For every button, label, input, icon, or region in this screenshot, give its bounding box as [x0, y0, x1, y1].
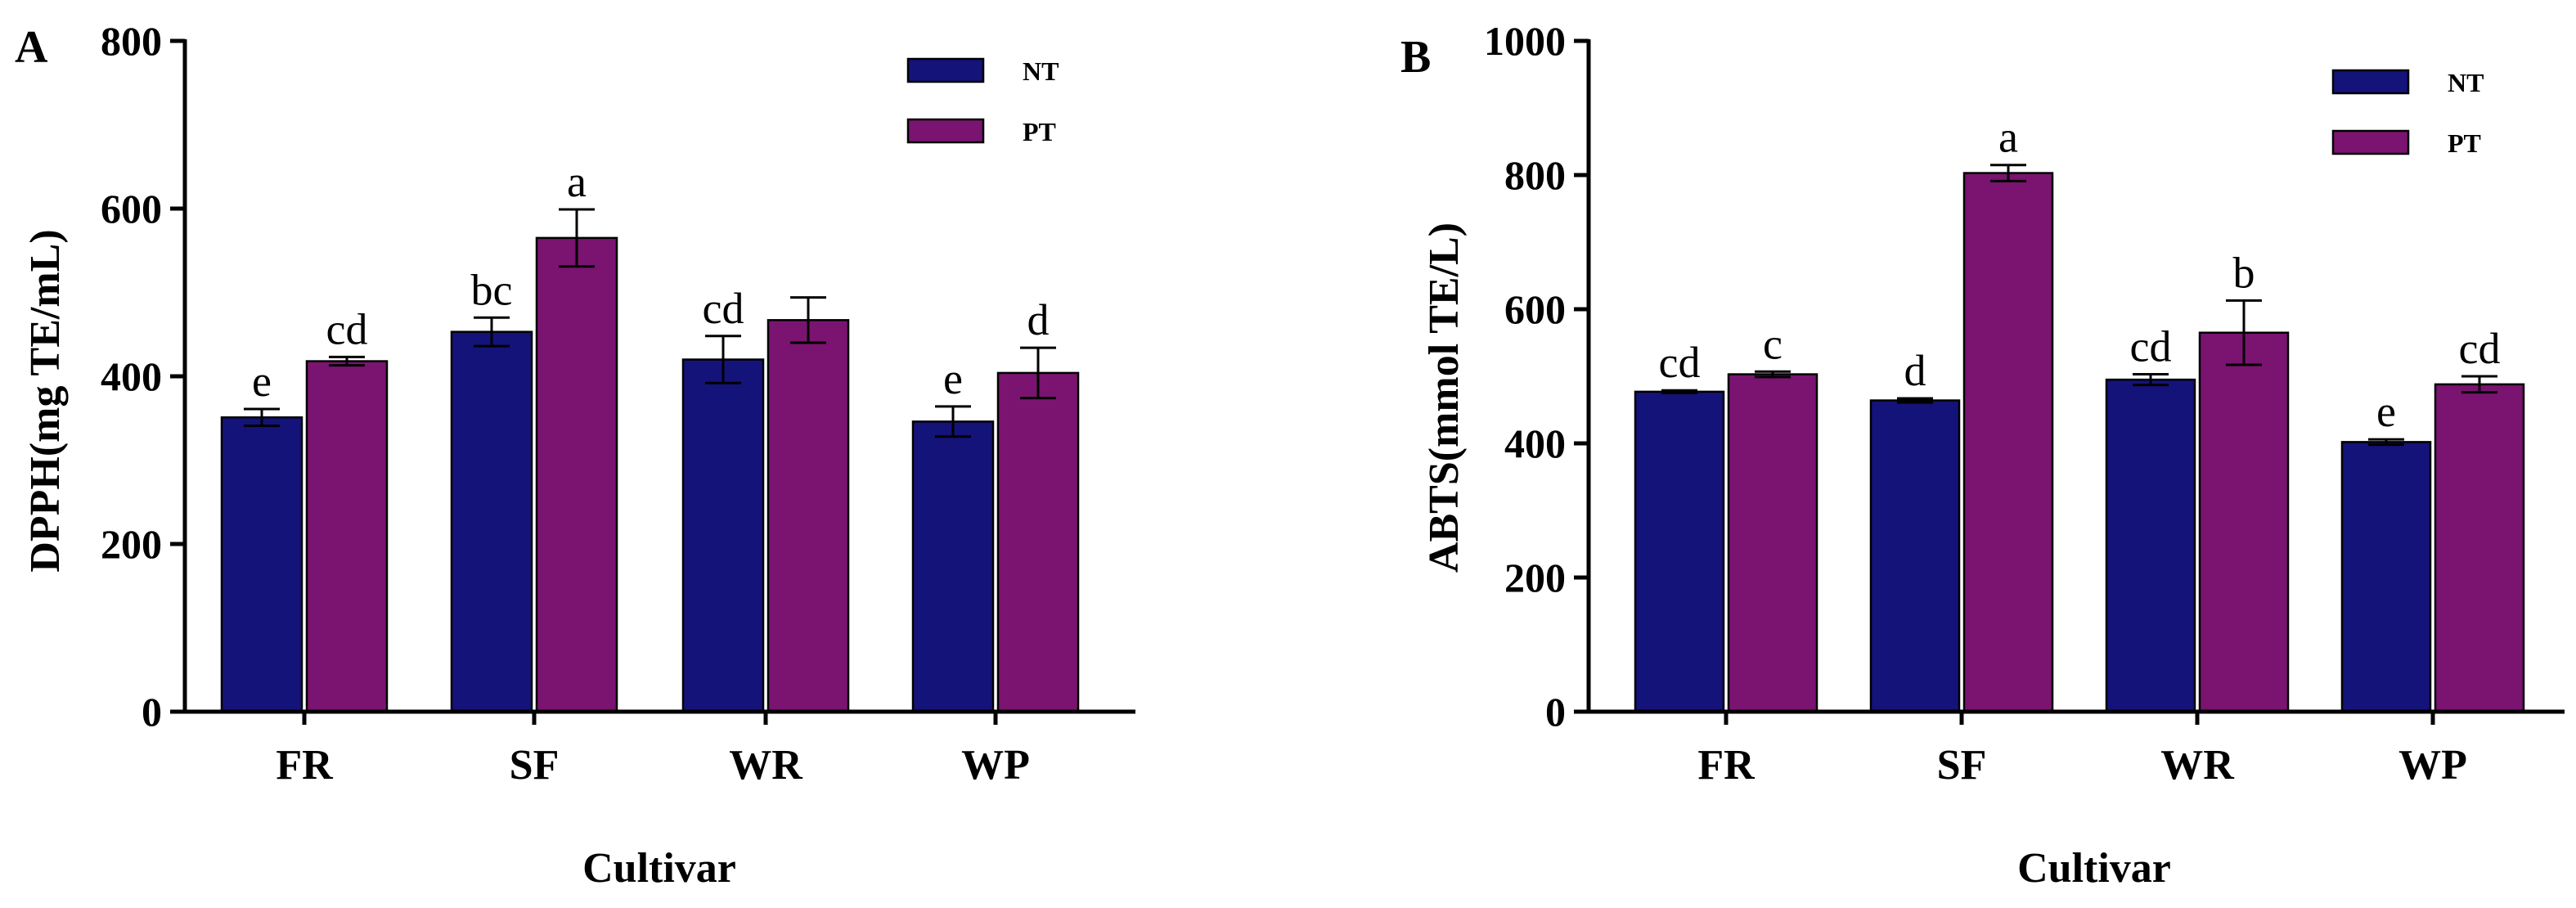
- panel-b-sig-label-nt-sf: d: [1904, 346, 1926, 395]
- panel-a-sig-label-nt-wr: cd: [703, 284, 744, 333]
- panel-b-x-axis-title: Cultivar: [2017, 845, 2171, 892]
- panel-a-bar-pt-sf: [535, 236, 618, 713]
- panel-a-y-tick-label-600: 600: [101, 186, 162, 231]
- panel-a-x-tick-label-sf: SF: [510, 742, 560, 789]
- panel-b-sig-label-pt-sf: a: [1998, 113, 2018, 162]
- panel-b-sig-label-pt-wr: b: [2233, 248, 2255, 297]
- panel-a-bar-nt-wp: [911, 420, 995, 713]
- panel-a-chart: A DPPH(mg TE/mL) Cultivar e cd bc a cd e d FR S…: [15, 18, 1135, 892]
- panel-b-errorbar-nt-sf: [1897, 397, 1933, 404]
- panel-a-errorbar-nt-wp: [935, 405, 971, 438]
- panel-a-errorbar-pt-wr: [790, 296, 826, 344]
- panel-a-bar-pt-wr: [767, 319, 850, 713]
- panel-b-legend-swatch-pt: [2331, 129, 2410, 155]
- panel-a-legend-label-pt: PT: [1023, 117, 1056, 146]
- panel-a-bar-pt-fr: [305, 360, 389, 713]
- panel-b-bar-pt-sf: [1962, 172, 2054, 713]
- panel-a-y-tick-label-800: 800: [101, 18, 162, 64]
- panel-a-legend-swatch-pt: [906, 118, 985, 144]
- panel-b-x-tick-label-sf: SF: [1937, 742, 1987, 789]
- panel-a-bar-nt-sf: [450, 330, 533, 713]
- panel-b-y-tick-label-200: 200: [1504, 555, 1566, 600]
- panel-b-tag: B: [1400, 32, 1431, 83]
- panel-b-y-tick-label-1000: 1000: [1484, 18, 1566, 64]
- panel-b-errorbar-nt-wr: [2133, 373, 2169, 387]
- panel-b-bar-nt-wr: [2105, 378, 2196, 713]
- panel-a-x-tick-label-wr: WR: [729, 742, 803, 789]
- panel-a-y-tick-label-0: 0: [142, 689, 162, 735]
- panel-b-bar-nt-fr: [1634, 390, 1725, 713]
- panel-b-sig-label-nt-wp: e: [2376, 387, 2396, 436]
- panel-b-errorbar-nt-fr: [1661, 389, 1697, 394]
- panel-b-errorbar-pt-fr: [1755, 370, 1791, 379]
- panel-b-x-tick-label-wr: WR: [2160, 742, 2235, 789]
- panel-a-errorbar-nt-fr: [244, 407, 280, 427]
- panel-b-x-tick-label-fr: FR: [1697, 742, 1756, 789]
- panel-b-bar-nt-wp: [2340, 441, 2432, 713]
- panel-b-bar-nt-sf: [1869, 399, 1961, 713]
- panel-a-y-axis-title: DPPH(mg TE/mL): [22, 229, 69, 572]
- panel-b-y-axis-title: ABTS(mmol TE/L): [1421, 223, 1468, 573]
- panel-a-sig-label-nt-wp: e: [943, 354, 963, 403]
- panel-a-tag: A: [15, 22, 48, 73]
- panel-a-y-tick-label-400: 400: [101, 353, 162, 399]
- panel-b-errorbar-pt-sf: [1990, 164, 2026, 182]
- panel-b-legend-swatch-nt: [2331, 69, 2410, 95]
- panel-a-legend-label-nt: NT: [1023, 56, 1059, 86]
- panel-a-y-tick-label-200: 200: [101, 521, 162, 567]
- panel-b-bar-pt-wr: [2198, 331, 2290, 713]
- panel-a-errorbar-pt-sf: [559, 208, 595, 268]
- panel-b-y-tick-label-600: 600: [1504, 286, 1566, 332]
- panel-a-errorbar-nt-wr: [705, 335, 741, 384]
- panel-a-sig-label-nt-fr: e: [252, 357, 272, 406]
- panel-a-x-tick-label-wp: WP: [961, 742, 1030, 789]
- panel-a-bar-nt-wr: [681, 358, 765, 713]
- panel-a-x-tick-label-fr: FR: [276, 742, 334, 789]
- panel-b-sig-label-pt-fr: c: [1763, 319, 1783, 368]
- panel-b-bar-pt-fr: [1727, 373, 1818, 713]
- panel-b-bar-pt-wp: [2434, 383, 2525, 713]
- panel-b-legend-label-pt: PT: [2448, 128, 2481, 158]
- panel-a-bar-pt-wp: [996, 371, 1080, 713]
- panel-a-errorbar-pt-fr: [329, 355, 365, 367]
- panel-a-bar-nt-fr: [220, 416, 303, 713]
- panel-a-legend-swatch-nt: [906, 57, 985, 83]
- panel-a-sig-label-pt-fr: cd: [326, 304, 368, 353]
- panel-b-sig-label-nt-fr: cd: [1659, 338, 1701, 387]
- panel-a-sig-label-pt-wp: d: [1027, 295, 1050, 344]
- panel-b-errorbar-pt-wr: [2226, 299, 2262, 366]
- panel-b-y-tick-label-0: 0: [1545, 689, 1566, 735]
- panel-a-sig-label-nt-sf: bc: [471, 265, 513, 314]
- panel-a-sig-label-pt-sf: a: [567, 157, 587, 206]
- panel-b-errorbar-pt-wp: [2461, 375, 2497, 394]
- panel-b-y-tick-label-800: 800: [1504, 152, 1566, 198]
- panel-b-sig-label-pt-wp: cd: [2459, 324, 2501, 373]
- panel-a-errorbar-nt-sf: [474, 316, 510, 348]
- panel-b-x-tick-label-wp: WP: [2398, 742, 2467, 789]
- panel-b-sig-label-nt-wr: cd: [2130, 322, 2172, 371]
- panel-b-legend-label-nt: NT: [2448, 68, 2484, 97]
- panel-b-y-tick-label-400: 400: [1504, 420, 1566, 466]
- panel-a-errorbar-pt-wp: [1020, 346, 1056, 400]
- panel-b-errorbar-nt-wp: [2368, 438, 2404, 447]
- panel-a-x-axis-title: Cultivar: [582, 845, 736, 892]
